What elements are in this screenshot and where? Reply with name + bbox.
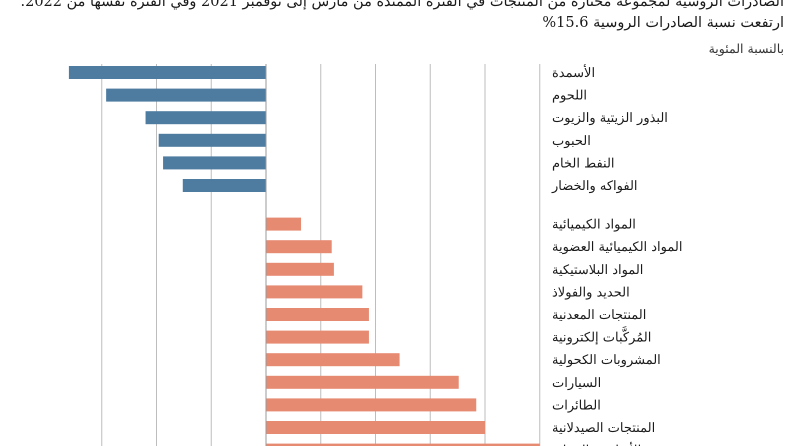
category-labels: الأسمدة اللحوم البذور الزيتية والزيوت الحبو…: [551, 64, 682, 446]
category-label: المنتجات الصيدلانية: [552, 421, 655, 436]
bar: [266, 262, 334, 276]
unit-label: بالنسبة المئوية: [708, 41, 784, 56]
bar: [266, 240, 332, 254]
bar: [106, 88, 266, 102]
category-label: السيارات: [552, 376, 601, 391]
bar: [182, 179, 266, 192]
chart-subtitle: ارتفعت نسبة الصادرات الروسية 15.6%: [542, 15, 784, 31]
bar: [266, 421, 485, 434]
bar: [163, 156, 266, 170]
bars: [68, 66, 540, 446]
category-label: البذور الزيتية والزيوت: [552, 111, 668, 126]
bar: [68, 66, 267, 79]
bar: [266, 330, 369, 344]
bar: [158, 133, 266, 147]
bar: [266, 285, 363, 299]
category-label: المنتجات المعدنية: [552, 308, 646, 323]
bar: [266, 217, 302, 231]
category-label: الحديد والفولاذ: [552, 285, 630, 300]
category-label: الحبوب: [552, 134, 591, 149]
bar: [145, 111, 266, 125]
category-label: الطائرات: [552, 398, 601, 413]
category-label: الأسلحة والذخائر: [551, 442, 641, 446]
bar: [266, 375, 459, 389]
category-label: النفط الخام: [552, 156, 615, 171]
bar: [266, 308, 369, 321]
category-label: المشروبات الكحولية: [552, 353, 661, 368]
bar: [266, 443, 540, 446]
category-label: المواد الكيميائية: [552, 218, 636, 233]
bar: [266, 353, 400, 367]
chart-title: الصادرات الروسية لمجموعة مختارة من المنت…: [20, 0, 784, 10]
chart-header: الصادرات الروسية لمجموعة مختارة من المنت…: [4, 0, 784, 34]
category-label: المواد الكيميائية العضوية: [552, 240, 682, 255]
category-label: المُركَّبات إلكترونية: [552, 325, 651, 345]
category-label: الأسمدة: [552, 64, 595, 81]
category-label: الفواكه والخضار: [551, 179, 638, 194]
bar: [266, 398, 477, 412]
category-label: اللحوم: [552, 89, 587, 104]
category-label: المواد البلاستيكية: [552, 263, 643, 278]
